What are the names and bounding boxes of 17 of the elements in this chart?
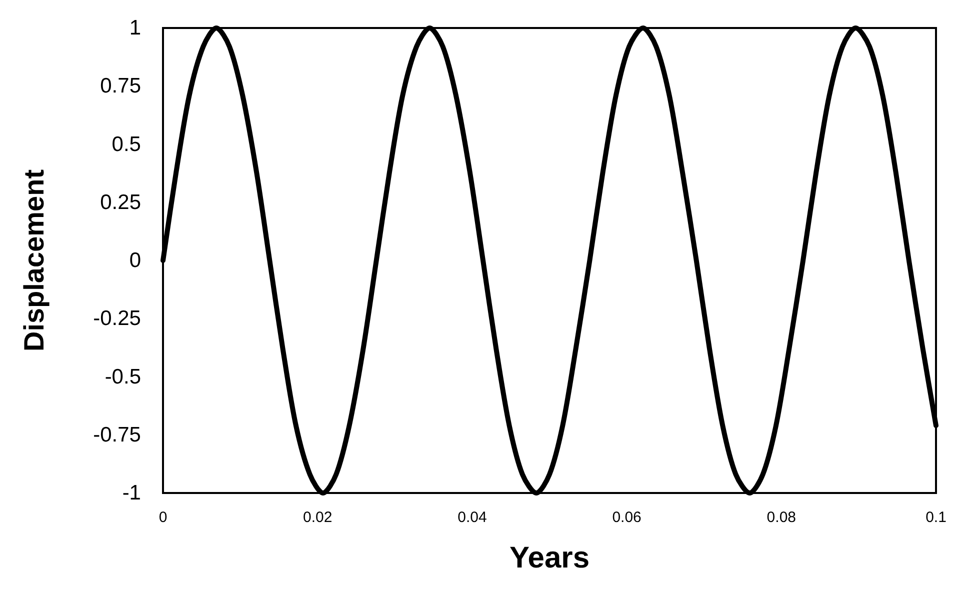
y-tick-label: 0 [129,249,141,272]
y-tick-label: 1 [129,16,141,40]
x-tick-label: 0.1 [926,509,946,526]
y-tick-label: 0.25 [100,190,141,214]
y-tick-label: 0.75 [100,74,141,98]
x-tick-label: 0.04 [458,509,487,526]
x-tick-label: 0.06 [612,509,642,526]
y-tick-label: -1 [122,482,141,504]
y-tick-label: -0.75 [93,423,141,446]
x-tick-label: 0 [158,509,168,526]
y-tick-label: -0.5 [104,365,141,388]
x-axis-title: Years [509,542,590,574]
x-tick-label: 0.02 [303,509,332,526]
y-axis-title: Displacement [18,169,50,352]
y-tick-label: -0.25 [93,307,141,330]
y-tick-label: 0.5 [112,132,141,156]
x-tick-label: 0.08 [766,509,796,526]
